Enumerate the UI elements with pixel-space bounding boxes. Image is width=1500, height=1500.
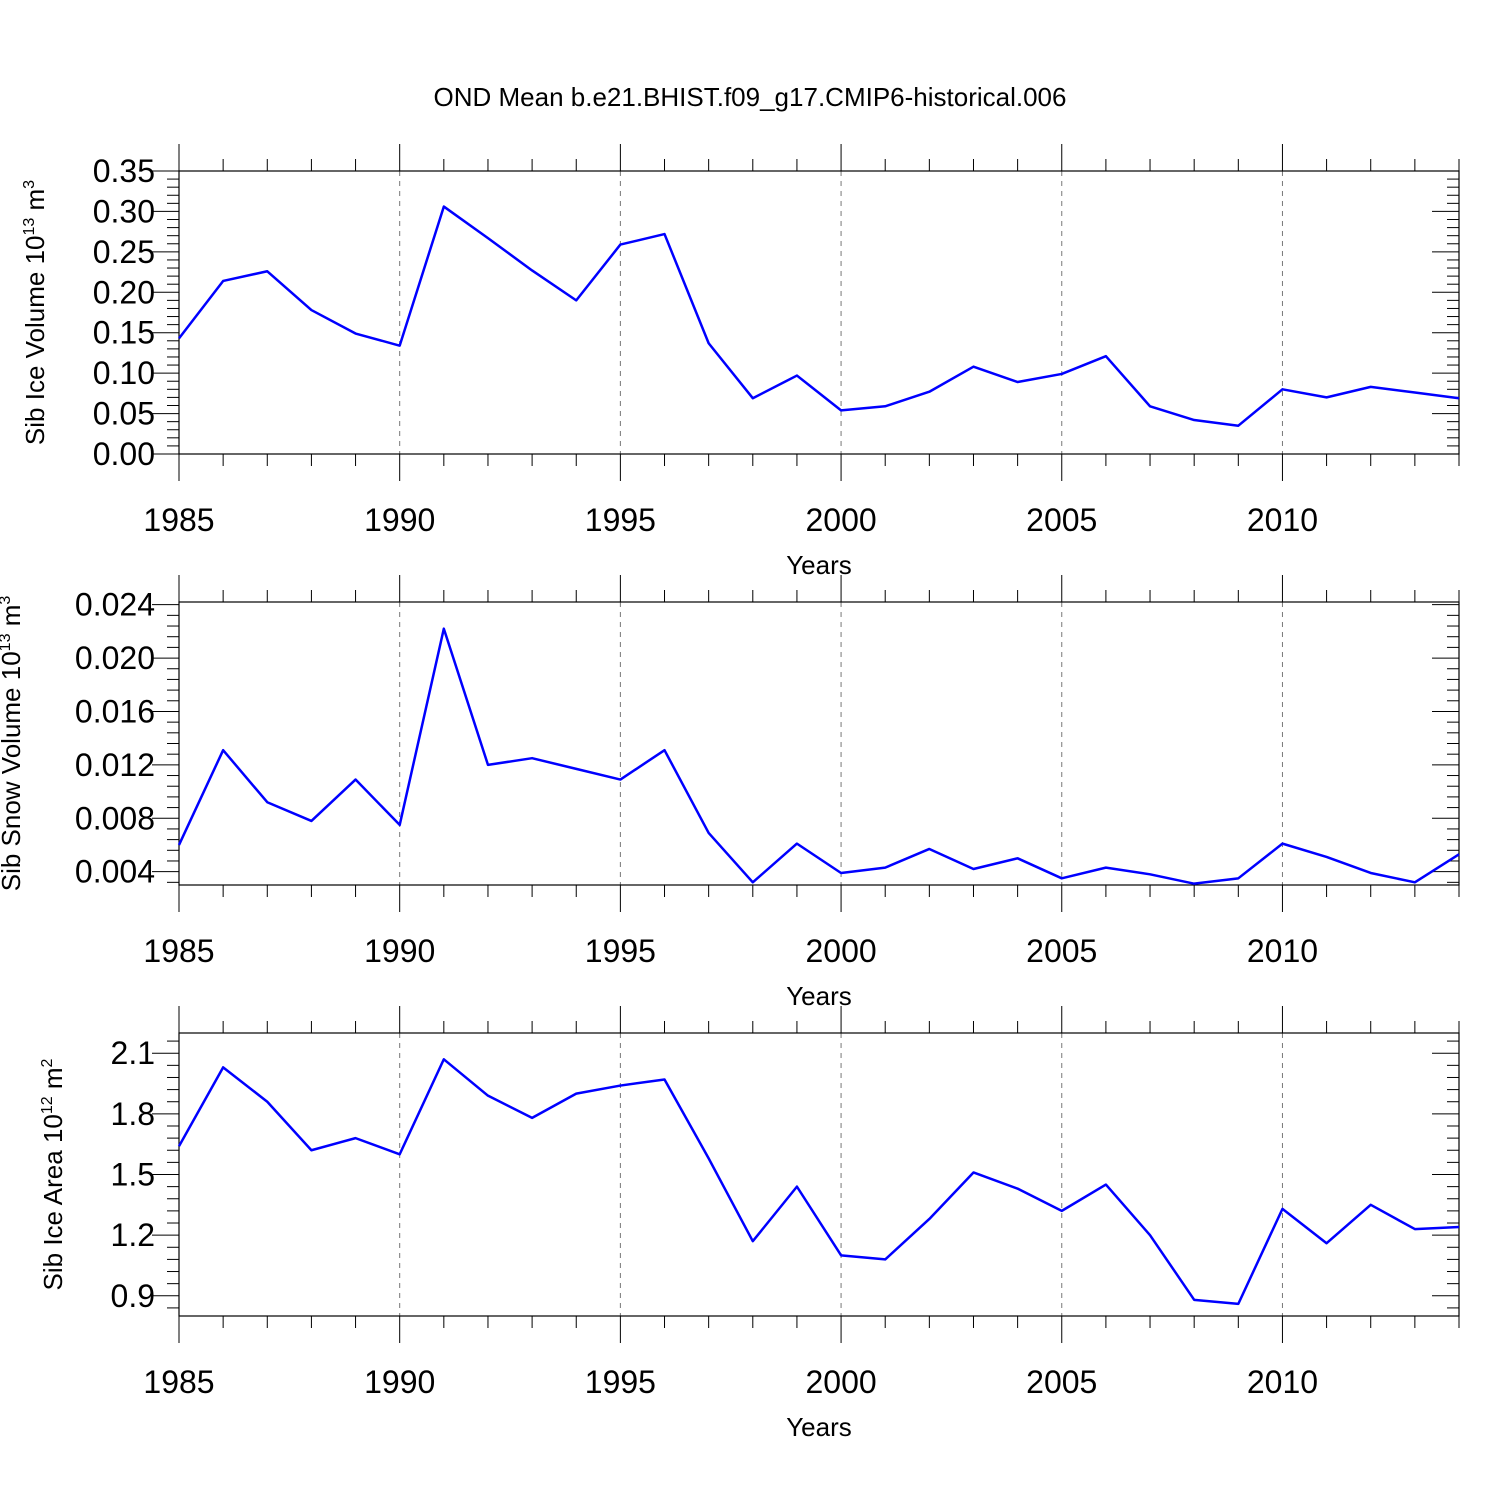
y-axis-title-unit-exponent: 3	[21, 180, 38, 189]
x-tick-label: 1985	[143, 933, 214, 969]
series-line	[177, 1058, 1460, 1306]
y-tick-label: 0.9	[111, 1278, 155, 1314]
x-tick-label: 1990	[364, 1364, 435, 1400]
y-axis-title-exponent: 13	[0, 633, 14, 651]
y-axis-title-unit: m	[0, 605, 26, 634]
x-tick-label: 1985	[143, 502, 214, 538]
x-tick-label: 1995	[585, 933, 656, 969]
y-axis-title: Sib Snow Volume 1013 m3	[0, 596, 26, 892]
series-line	[177, 627, 1460, 885]
y-tick-label: 0.15	[93, 315, 155, 351]
x-tick-label: 2000	[805, 1364, 876, 1400]
x-tick-label: 1990	[364, 933, 435, 969]
y-tick-label: 0.008	[75, 800, 155, 836]
y-tick-label: 0.004	[75, 854, 155, 890]
y-axis-title-unit-exponent: 2	[39, 1058, 56, 1067]
plot-frame	[178, 1032, 1460, 1317]
y-tick-label: 0.024	[75, 587, 155, 623]
y-axis-title-unit: m	[20, 189, 50, 218]
x-tick-label: 2005	[1026, 933, 1097, 969]
x-tick-label: 2000	[805, 933, 876, 969]
chart-panel-2: 1985 1990 1995 2000 2005 2010 Years 0.004 0.008 0…	[0, 575, 1460, 1011]
y-tick-label: 1.8	[111, 1096, 155, 1132]
y-axis-title-exponent: 12	[39, 1096, 56, 1114]
plot-frame	[178, 170, 1460, 455]
x-tick-label: 2010	[1247, 502, 1318, 538]
chart-panel-1: 1985 1990 1995 2000 2005 2010 Years 0.00 0.05 0.1…	[20, 144, 1460, 580]
y-tick-label: 0.020	[75, 640, 155, 676]
y-axis-title-unit: m	[38, 1067, 68, 1096]
x-tick-label: 1995	[585, 502, 656, 538]
y-axis-title: Sib Ice Volume 1013 m3	[20, 180, 50, 445]
x-tick-label: 2005	[1026, 1364, 1097, 1400]
x-axis-title: Years	[786, 550, 852, 580]
x-tick-label: 1990	[364, 502, 435, 538]
y-axis-title-main: Sib Snow Volume 10	[0, 651, 26, 891]
y-axis-title: Sib Ice Area 1012 m2	[38, 1058, 68, 1290]
y-tick-label: 0.00	[93, 436, 155, 472]
x-tick-label: 2010	[1247, 933, 1318, 969]
y-tick-label: 0.05	[93, 396, 155, 432]
series-line	[178, 205, 1460, 427]
chart-title: OND Mean b.e21.BHIST.f09_g17.CMIP6-histo…	[434, 82, 1067, 112]
chart-panel-3: 1985 1990 1995 2000 2005 2010 Years 0.9 1.2 1.5 1.…	[38, 1006, 1460, 1442]
x-tick-label: 1985	[143, 1364, 214, 1400]
y-tick-label: 0.30	[93, 193, 155, 229]
y-tick-label: 0.10	[93, 355, 155, 391]
y-tick-label: 1.2	[111, 1217, 155, 1253]
y-tick-label: 0.20	[93, 274, 155, 310]
x-axis-title: Years	[786, 1412, 852, 1442]
y-tick-label: 0.35	[93, 153, 155, 189]
y-tick-label: 1.5	[111, 1157, 155, 1193]
y-tick-label: 0.25	[93, 234, 155, 270]
y-tick-label: 2.1	[111, 1035, 155, 1071]
x-tick-label: 2005	[1026, 502, 1097, 538]
y-axis-title-unit-exponent: 3	[0, 596, 14, 605]
y-tick-label: 0.016	[75, 693, 155, 729]
y-axis-title-exponent: 13	[21, 218, 38, 236]
y-axis-title-main: Sib Ice Volume 10	[20, 236, 50, 446]
plot-frame	[178, 601, 1460, 886]
x-tick-label: 2010	[1247, 1364, 1318, 1400]
y-axis-title-main: Sib Ice Area 10	[38, 1114, 68, 1290]
y-tick-label: 0.012	[75, 747, 155, 783]
x-tick-label: 1995	[585, 1364, 656, 1400]
x-tick-label: 2000	[805, 502, 876, 538]
x-axis-title: Years	[786, 981, 852, 1011]
